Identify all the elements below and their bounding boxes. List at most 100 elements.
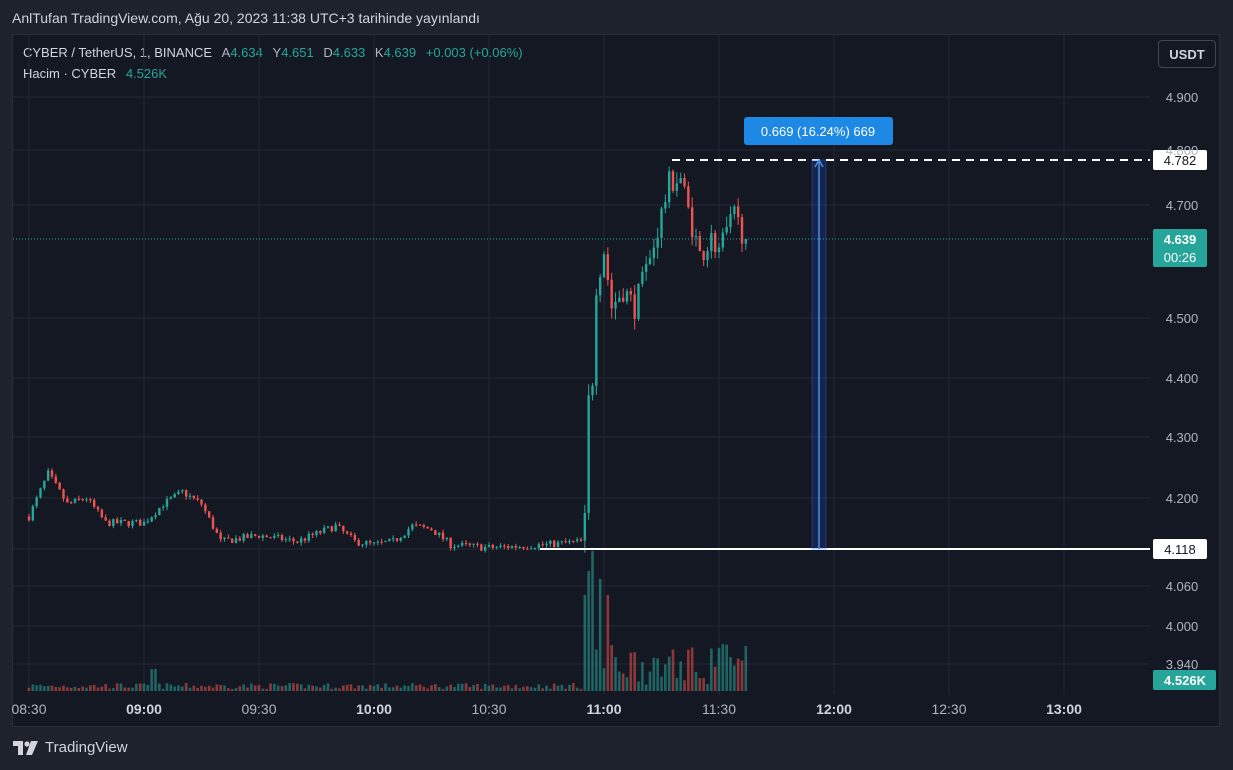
- volume-bar: [223, 685, 226, 691]
- tradingview-brand[interactable]: TradingView: [13, 739, 128, 756]
- volume-bar: [238, 686, 242, 691]
- volume-bar: [146, 684, 150, 691]
- volume-bar: [296, 683, 299, 691]
- candle-body: [342, 525, 345, 532]
- volume-bar: [349, 684, 353, 691]
- volume-bar: [234, 688, 238, 691]
- candle-body: [625, 291, 629, 302]
- candle-body: [698, 236, 702, 252]
- x-tick-label: 10:00: [356, 701, 392, 717]
- candle-body: [146, 521, 150, 523]
- volume-bar: [131, 687, 134, 691]
- candle-body: [311, 533, 314, 536]
- candle-body: [112, 519, 115, 527]
- candle-body: [307, 533, 311, 541]
- y-tick-label: 4.200: [1166, 491, 1199, 506]
- measure-label: 0.669 (16.24%) 669: [761, 124, 875, 139]
- x-tick-label: 13:00: [1046, 701, 1082, 717]
- volume-bar: [729, 657, 732, 691]
- candle-body: [660, 208, 663, 238]
- volume-bar: [181, 686, 184, 691]
- volume-bar: [434, 683, 437, 691]
- volume-bar: [395, 685, 399, 691]
- volume-bar: [552, 683, 556, 691]
- volume-legend-label[interactable]: Hacim · CYBER: [23, 66, 117, 81]
- volume-bar: [744, 645, 748, 691]
- candle-body: [633, 294, 636, 319]
- volume-bar: [219, 684, 222, 691]
- volume-bar: [330, 688, 334, 691]
- candle-body: [537, 544, 541, 549]
- volume-bar: [361, 685, 364, 691]
- candle-body: [506, 546, 510, 549]
- volume-bar: [230, 688, 234, 691]
- volume-bar: [253, 685, 257, 691]
- candle-body: [610, 279, 613, 309]
- candle-body: [529, 548, 533, 550]
- candle-body: [579, 539, 583, 541]
- volume-bar: [690, 647, 694, 691]
- candle-body: [234, 538, 238, 543]
- candle-body: [73, 498, 77, 503]
- y-tick-label: 4.500: [1166, 311, 1199, 326]
- candle-body: [376, 541, 380, 543]
- candle-body: [319, 530, 322, 533]
- volume-bar: [115, 683, 119, 691]
- volume-bar: [246, 687, 249, 691]
- volume-last-label: 4.526K: [1164, 673, 1207, 688]
- volume-bar: [426, 688, 429, 691]
- volume-bar: [215, 684, 219, 691]
- currency-button[interactable]: USDT: [1158, 40, 1216, 68]
- candle-body: [717, 247, 721, 253]
- candle-body: [280, 534, 284, 541]
- volume-bar: [487, 685, 491, 691]
- axes: 3.940 4.000 4.060 4.118 4.200 4.300 4.400 4.500…: [11, 90, 1216, 717]
- volume-bar: [192, 685, 196, 691]
- volume-bar: [710, 648, 713, 691]
- candle-body: [729, 214, 732, 227]
- candle-body: [667, 171, 671, 203]
- volume-bar: [618, 671, 621, 691]
- y-tick-label: 4.060: [1166, 579, 1199, 594]
- candle-body: [644, 264, 648, 272]
- volume-bar: [46, 685, 50, 691]
- x-tick-label: 12:00: [816, 701, 852, 717]
- volume-bar: [687, 649, 690, 691]
- measure-label-box: [744, 117, 893, 145]
- volume-bar: [545, 685, 548, 691]
- volume-bar: [602, 668, 606, 691]
- volume-bar: [407, 685, 410, 691]
- x-tick-label: 09:30: [241, 701, 276, 717]
- candle-body: [238, 538, 242, 541]
- candle-body: [161, 506, 165, 508]
- candle-body: [177, 491, 180, 494]
- volume-bar: [587, 571, 590, 691]
- volume-bar: [211, 687, 215, 691]
- volume-bar: [614, 657, 617, 691]
- legend-symbol[interactable]: CYBER / TetherUS, 1, BINANCE: [23, 45, 213, 60]
- volume-bar: [453, 687, 456, 691]
- candle-body: [35, 497, 38, 507]
- volume-bar: [629, 652, 633, 691]
- volume-bar: [200, 685, 203, 691]
- volume-bar: [288, 683, 291, 691]
- candle-body: [150, 517, 153, 522]
- candle-body: [725, 226, 728, 233]
- candle-body: [457, 545, 460, 547]
- candle-body: [583, 512, 587, 541]
- volume-legend-value: 4.526K: [125, 66, 168, 81]
- candle-body: [453, 546, 456, 549]
- candle-body: [411, 524, 414, 530]
- volume-bar: [621, 673, 625, 691]
- volume-bar: [667, 656, 671, 691]
- volume-bar: [633, 652, 636, 691]
- volume-bar: [736, 658, 740, 691]
- volume-bar: [161, 688, 165, 691]
- candle-body: [422, 524, 426, 527]
- volume-bar: [499, 687, 502, 691]
- volume-bar: [368, 685, 372, 691]
- volume-bar: [733, 665, 736, 691]
- candle-body: [215, 528, 219, 533]
- candle-body: [142, 521, 146, 526]
